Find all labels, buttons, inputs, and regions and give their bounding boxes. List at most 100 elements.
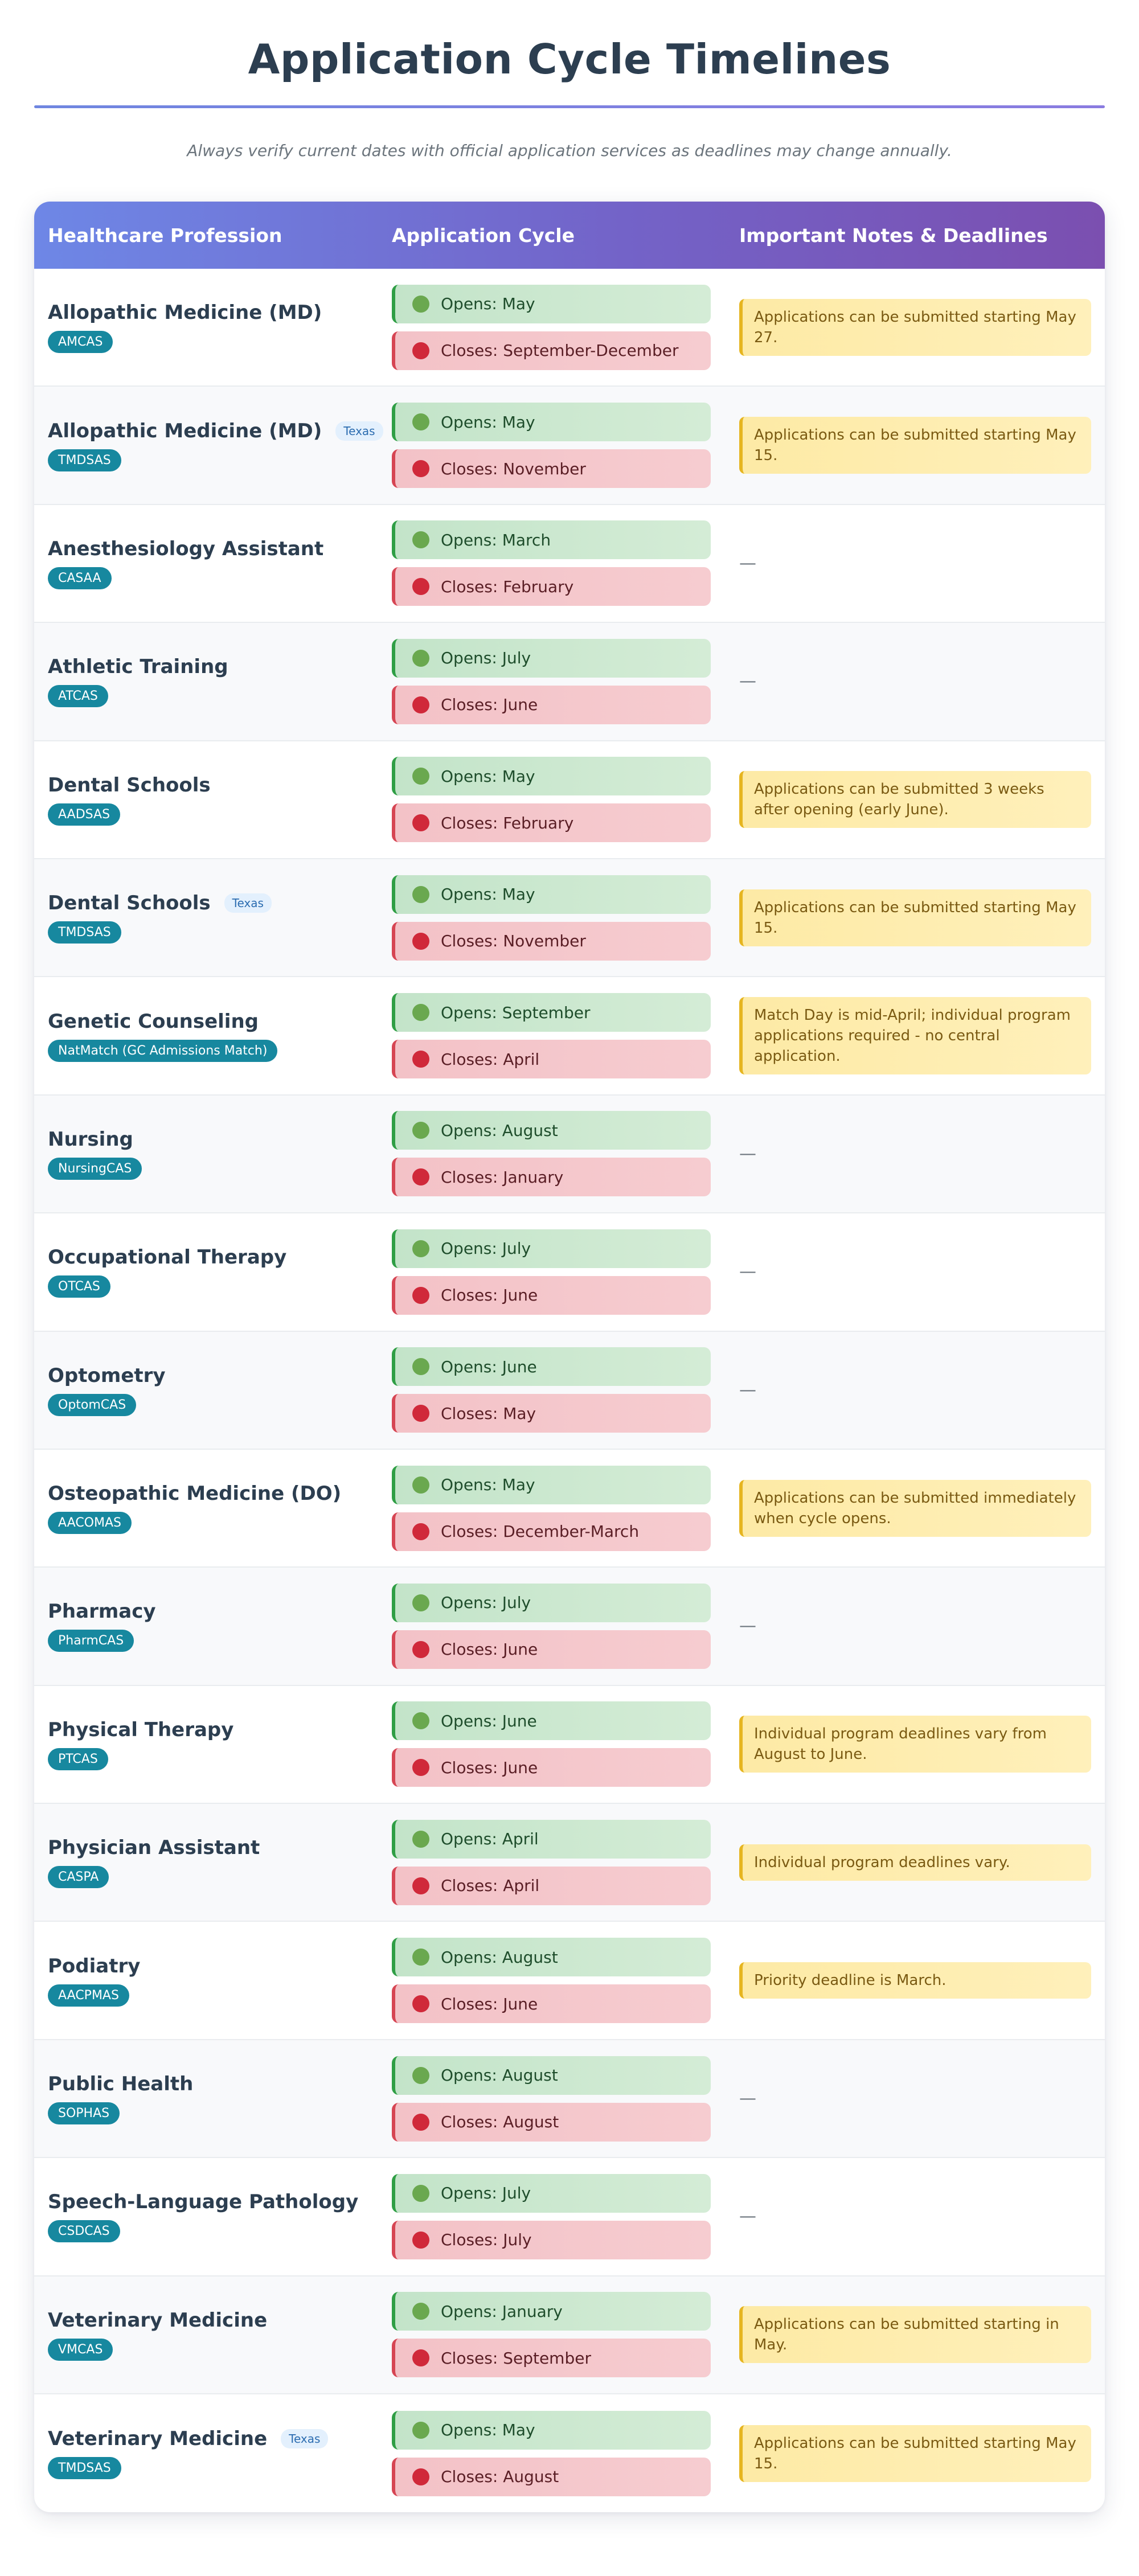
profession-cell: Dental Schools Texas TMDSAS	[34, 892, 392, 944]
open-dot-icon	[412, 1830, 429, 1848]
note-text: Individual program deadlines vary.	[739, 1844, 1091, 1881]
note-text: Applications can be submitted starting M…	[739, 417, 1091, 474]
notes-cell: Match Day is mid-April; individual progr…	[739, 997, 1105, 1075]
closes-text: Closes: November	[441, 932, 586, 951]
cycle-cell: Opens: May Closes: November	[392, 875, 739, 961]
notes-cell: —	[739, 1616, 1105, 1636]
table-row: Veterinary Medicine VMCAS Opens: January…	[34, 2276, 1105, 2395]
header-notes: Important Notes & Deadlines	[739, 224, 1048, 247]
profession-cell: Podiatry AACPMAS	[34, 1955, 392, 2007]
service-badge: SOPHAS	[48, 2102, 120, 2125]
closes-text: Closes: June	[441, 1286, 538, 1305]
notes-cell: —	[739, 1380, 1105, 1400]
closes-text: Closes: April	[441, 1876, 540, 1896]
cycle-cell: Opens: July Closes: June	[392, 1583, 739, 1669]
closes-text: Closes: February	[441, 577, 574, 596]
table-row: Pharmacy PharmCAS Opens: July Closes: Ju…	[34, 1568, 1105, 1686]
closes-pill: Closes: August	[392, 2102, 711, 2142]
opens-text: Opens: August	[441, 1947, 558, 1967]
table-row: Anesthesiology Assistant CASAA Opens: Ma…	[34, 505, 1105, 624]
open-dot-icon	[412, 649, 429, 667]
opens-pill: Opens: July	[392, 638, 711, 678]
close-dot-icon	[412, 1759, 429, 1777]
profession-cell: Anesthesiology Assistant CASAA	[34, 538, 392, 589]
profession-cell: Speech-Language Pathology CSDCAS	[34, 2191, 392, 2243]
service-badge: NatMatch (GC Admissions Match)	[48, 1039, 278, 1062]
table-row: Veterinary Medicine Texas TMDSAS Opens: …	[34, 2394, 1105, 2512]
note-text: —	[739, 553, 756, 573]
note-text: —	[739, 2089, 756, 2109]
opens-pill: Opens: April	[392, 1819, 711, 1859]
closes-pill: Closes: August	[392, 2457, 711, 2496]
closes-pill: Closes: April	[392, 1866, 711, 1905]
cycle-cell: Opens: May Closes: December-March	[392, 1465, 739, 1551]
opens-text: Opens: June	[441, 1711, 537, 1730]
opens-pill: Opens: May	[392, 403, 711, 442]
closes-text: Closes: September-December	[441, 341, 679, 360]
opens-text: Opens: September	[441, 1003, 591, 1022]
profession-cell: Veterinary Medicine Texas TMDSAS	[34, 2427, 392, 2480]
note-text: Individual program deadlines vary from A…	[739, 1716, 1091, 1773]
profession-name: Genetic Counseling	[48, 1010, 259, 1033]
opens-text: Opens: August	[441, 2066, 558, 2085]
note-text: Applications can be submitted starting M…	[739, 2425, 1091, 2482]
open-dot-icon	[412, 2421, 429, 2439]
note-text: —	[739, 1616, 756, 1636]
notes-cell: Applications can be submitted starting M…	[739, 889, 1105, 946]
header-profession: Healthcare Profession	[48, 224, 282, 247]
closes-text: Closes: April	[441, 1049, 540, 1069]
cycle-cell: Opens: July Closes: June	[392, 638, 739, 724]
opens-text: Opens: May	[441, 885, 535, 904]
opens-text: Opens: July	[441, 2184, 531, 2203]
closes-text: Closes: January	[441, 1167, 564, 1187]
notes-cell: —	[739, 671, 1105, 691]
profession-name: Public Health	[48, 2073, 194, 2096]
cycle-cell: Opens: July Closes: July	[392, 2173, 739, 2259]
profession-name: Speech-Language Pathology	[48, 2191, 359, 2214]
disclaimer-text: Always verify current dates with officia…	[187, 141, 952, 160]
cycle-cell: Opens: September Closes: April	[392, 993, 739, 1079]
state-badge: Texas	[281, 2429, 329, 2449]
table-row: Athletic Training ATCAS Opens: July Clos…	[34, 623, 1105, 741]
closes-pill: Closes: November	[392, 449, 711, 489]
profession-name: Dental Schools	[48, 892, 211, 915]
profession-cell: Allopathic Medicine (MD) Texas TMDSAS	[34, 420, 392, 471]
cycle-cell: Opens: June Closes: May	[392, 1347, 739, 1433]
opens-text: Opens: May	[441, 2421, 535, 2440]
opens-text: Opens: May	[441, 766, 535, 786]
opens-pill: Opens: March	[392, 520, 711, 560]
notes-cell: Applications can be submitted 3 weeks af…	[739, 771, 1105, 828]
open-dot-icon	[412, 1240, 429, 1257]
table-row: Physical Therapy PTCAS Opens: June Close…	[34, 1686, 1105, 1804]
profession-line: Osteopathic Medicine (DO)	[48, 1482, 392, 1505]
table-row: Physician Assistant CASPA Opens: April C…	[34, 1804, 1105, 1922]
closes-text: Closes: May	[441, 1404, 536, 1423]
notes-cell: Applications can be submitted immediatel…	[739, 1479, 1105, 1537]
service-badge: NursingCAS	[48, 1157, 142, 1180]
profession-cell: Veterinary Medicine VMCAS	[34, 2309, 392, 2361]
profession-name: Veterinary Medicine	[48, 2427, 268, 2451]
cycle-cell: Opens: August Closes: January	[392, 1111, 739, 1197]
open-dot-icon	[412, 295, 429, 313]
closes-pill: Closes: June	[392, 1630, 711, 1669]
profession-line: Dental Schools Texas	[48, 892, 392, 914]
close-dot-icon	[412, 1877, 429, 1894]
close-dot-icon	[412, 1640, 429, 1658]
profession-cell: Occupational Therapy OTCAS	[34, 1246, 392, 1298]
cycle-cell: Opens: March Closes: February	[392, 520, 739, 606]
open-dot-icon	[412, 1004, 429, 1022]
profession-cell: Physical Therapy PTCAS	[34, 1718, 392, 1770]
close-dot-icon	[412, 2349, 429, 2367]
open-dot-icon	[412, 413, 429, 431]
profession-name: Optometry	[48, 1364, 166, 1387]
profession-line: Podiatry	[48, 1955, 392, 1978]
notes-cell: —	[739, 2206, 1105, 2226]
note-text: —	[739, 2206, 756, 2227]
closes-pill: Closes: January	[392, 1158, 711, 1197]
closes-pill: Closes: June	[392, 1984, 711, 2024]
close-dot-icon	[412, 1523, 429, 1540]
open-dot-icon	[412, 2066, 429, 2084]
profession-line: Dental Schools	[48, 774, 392, 797]
notes-cell: Applications can be submitted starting M…	[739, 417, 1105, 474]
